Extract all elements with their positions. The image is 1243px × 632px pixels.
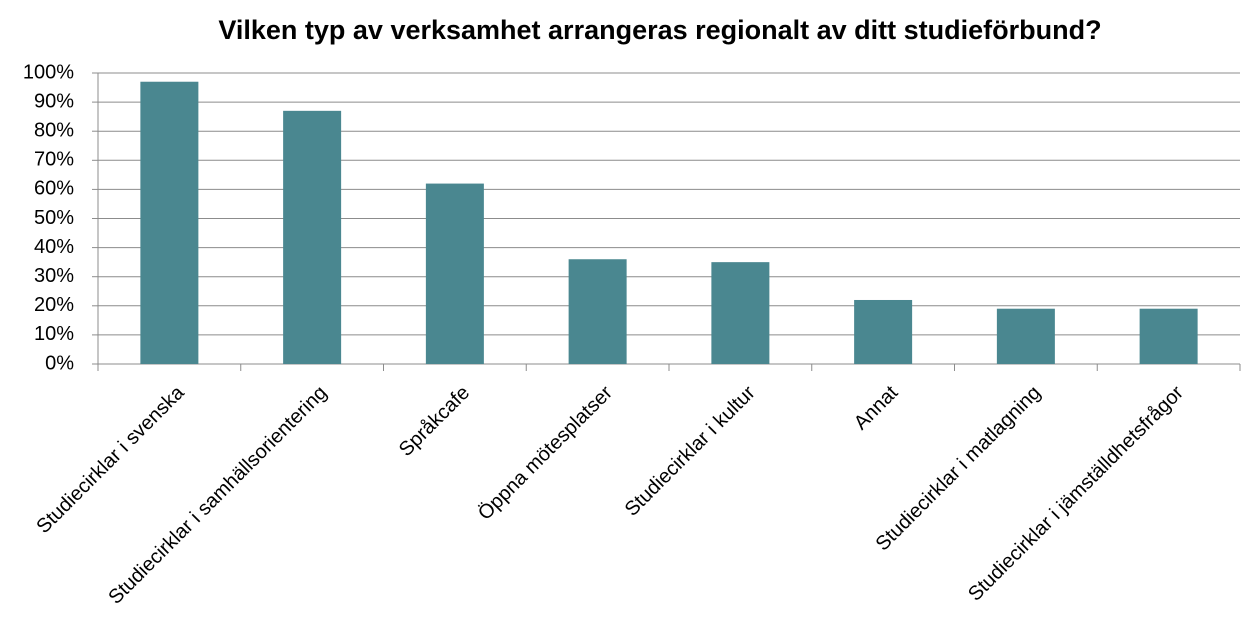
bar bbox=[996, 308, 1055, 364]
x-tick-label: Annat bbox=[850, 381, 903, 434]
y-tick-label: 90% bbox=[34, 90, 74, 112]
x-tick-label: Studiecirklar i kultur bbox=[621, 381, 760, 520]
y-tick-label: 50% bbox=[34, 207, 74, 229]
x-tick-label: Studiecirklar i matlagning bbox=[872, 382, 1046, 556]
y-tick-label: 0% bbox=[45, 352, 74, 374]
bar bbox=[283, 110, 342, 364]
x-tick-label: Språkcafe bbox=[395, 382, 474, 461]
bar bbox=[1139, 308, 1198, 364]
y-tick-label: 20% bbox=[34, 294, 74, 316]
bar bbox=[854, 299, 913, 364]
x-tick-label: Studiecirklar i svenska bbox=[32, 381, 189, 538]
bar bbox=[140, 81, 199, 364]
y-tick-label: 10% bbox=[34, 323, 74, 345]
bar bbox=[711, 262, 770, 364]
x-tick-label: Öppna mötesplatser bbox=[474, 381, 617, 524]
y-tick-label: 80% bbox=[34, 119, 74, 141]
y-tick-label: 70% bbox=[34, 149, 74, 171]
y-tick-label: 60% bbox=[34, 178, 74, 200]
chart-title: Vilken typ av verksamhet arrangeras regi… bbox=[218, 15, 1101, 45]
bar bbox=[568, 259, 627, 364]
bar bbox=[425, 183, 484, 364]
y-tick-label: 100% bbox=[23, 61, 74, 83]
y-tick-label: 30% bbox=[34, 265, 74, 287]
y-tick-label: 40% bbox=[34, 236, 74, 258]
